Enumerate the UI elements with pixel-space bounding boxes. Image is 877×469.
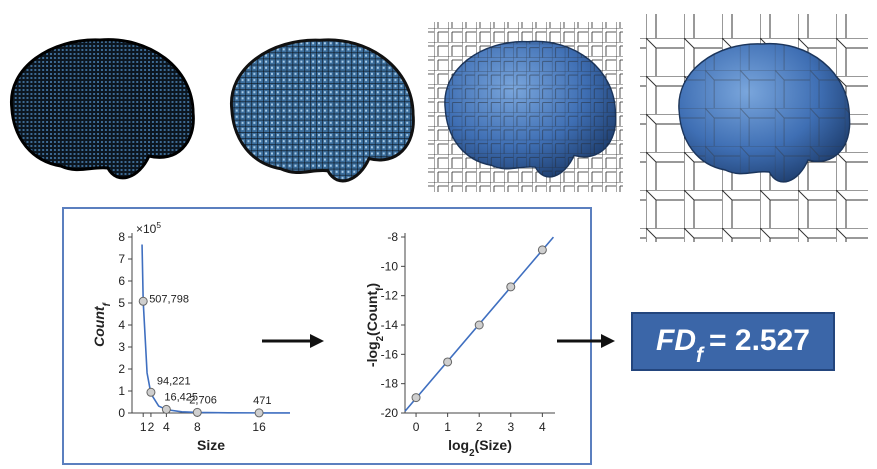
x-tick-label: 0 — [413, 420, 420, 434]
x-tick-label: 2 — [476, 420, 483, 434]
page: {"chart_data": [ {"type": "line", "xlabe… — [0, 0, 877, 469]
y-tick-label: -10 — [381, 259, 399, 273]
x-tick-label: 16 — [252, 420, 266, 434]
figure: FDf= 2.527 012345678124816SizeCountf×105… — [0, 0, 877, 469]
y-tick-label: 2 — [118, 362, 125, 376]
label-text: ×10 — [136, 222, 157, 236]
label-text: -log — [364, 341, 380, 367]
data-point — [139, 297, 147, 305]
label-text: (Count — [364, 291, 380, 336]
data-point — [507, 283, 515, 291]
data-point — [412, 394, 420, 402]
label-text: log — [448, 437, 469, 453]
label-text: Size — [197, 437, 225, 453]
data-point — [538, 246, 546, 254]
brain-voxels-fine — [11, 40, 193, 178]
label-text: (Size) — [475, 437, 512, 453]
data-point — [444, 358, 452, 366]
y-tick-label: -18 — [381, 377, 399, 391]
y-tick-label: 8 — [118, 230, 125, 244]
data-point — [255, 409, 263, 417]
y-tick-label: 0 — [118, 406, 125, 420]
y-tick-label: -16 — [381, 347, 399, 361]
data-point — [475, 321, 483, 329]
label-text: ) — [364, 283, 380, 288]
y-tick-label: 1 — [118, 384, 125, 398]
brain-boxes-medium — [428, 22, 623, 192]
script-text: 5 — [156, 220, 161, 230]
data-label: 2,706 — [189, 394, 217, 406]
y-tick-label: 4 — [118, 318, 125, 332]
x-tick-label: 3 — [507, 420, 514, 434]
x-tick-label: 4 — [539, 420, 546, 434]
x-tick-label: 2 — [148, 420, 155, 434]
data-point — [162, 405, 170, 413]
brain-boxes-large — [640, 14, 868, 242]
data-point — [193, 408, 201, 416]
y-tick-label: -8 — [387, 230, 398, 244]
label-text: Count — [91, 305, 107, 347]
x-axis-label: Size — [197, 437, 225, 453]
y-tick-label: 7 — [118, 252, 125, 266]
x-tick-label: 4 — [163, 420, 170, 434]
y-tick-label: -14 — [381, 318, 399, 332]
data-label: 507,798 — [149, 293, 189, 305]
label-text: = 2.527 — [709, 324, 810, 357]
x-tick-label: 8 — [194, 420, 201, 434]
y-tick-label: 6 — [118, 274, 125, 288]
brain-voxels-mesh — [231, 40, 413, 181]
y-tick-label: 5 — [118, 296, 125, 310]
y-tick-label: -20 — [381, 406, 399, 420]
x-tick-label: 1 — [140, 420, 147, 434]
data-label: 471 — [253, 395, 271, 407]
x-tick-label: 1 — [444, 420, 451, 434]
y-tick-label: 3 — [118, 340, 125, 354]
data-label: 94,221 — [157, 375, 191, 387]
label-text: FD — [656, 324, 696, 357]
data-point — [147, 388, 155, 396]
